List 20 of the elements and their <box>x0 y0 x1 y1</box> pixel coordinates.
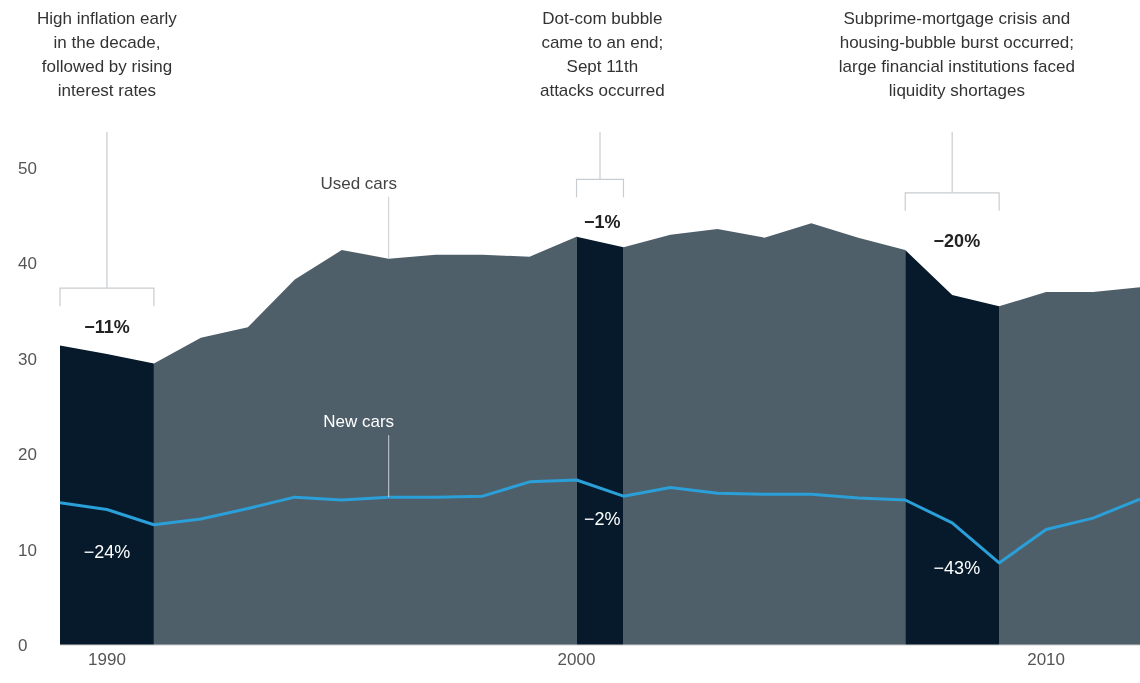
y-tick-label: 10 <box>18 540 37 560</box>
annotation: −43% <box>933 557 981 578</box>
y-tick-label: 30 <box>18 349 37 369</box>
annotation: −1% <box>584 212 621 233</box>
annotation: −24% <box>83 542 131 563</box>
text: Dot-com bubble came to an end; Sept 11th attacks occurred <box>539 9 665 100</box>
y-tick-label: 50 <box>18 159 37 179</box>
text: Subprime-mortgage crisis and housing-bubble burst occurred; large financial institutions faced liquidity shortages <box>838 9 1075 100</box>
y-tick-label: 0 <box>18 636 28 656</box>
x-tick-label: 1990 <box>88 650 126 670</box>
text: Used cars <box>320 173 397 193</box>
text: High inflation early in the decade, followed by rising interest rates <box>37 9 178 100</box>
text: New cars <box>323 412 395 432</box>
annotation: −20% <box>933 231 981 252</box>
x-tick-label: 2000 <box>557 650 596 670</box>
annotation: −2% <box>584 509 621 530</box>
x-tick-label: 2010 <box>1027 650 1065 670</box>
y-tick-label: 40 <box>18 254 37 274</box>
y-tick-label: 20 <box>18 445 37 465</box>
annotation: −11% <box>84 317 130 338</box>
